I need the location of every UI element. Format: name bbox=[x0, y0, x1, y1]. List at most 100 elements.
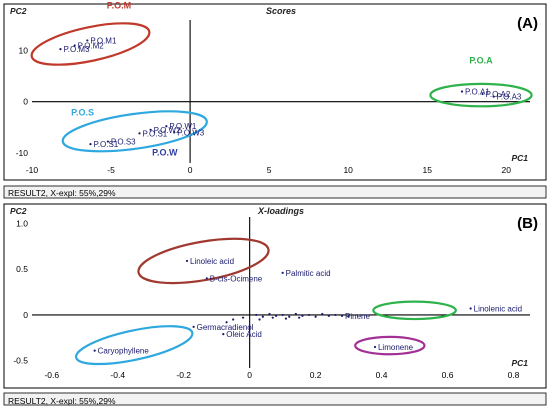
data-point bbox=[222, 333, 225, 336]
x-tick-label: 15 bbox=[423, 165, 433, 175]
group-ellipse bbox=[429, 82, 533, 108]
point-label: P.O.W3 bbox=[177, 128, 205, 137]
data-point bbox=[288, 315, 291, 318]
data-point bbox=[192, 325, 195, 328]
group-label: P.O.S bbox=[71, 108, 94, 118]
point-label: P.O.S3 bbox=[111, 138, 136, 147]
panel-frame bbox=[3, 203, 547, 389]
group-label: P.O.W bbox=[152, 147, 178, 157]
data-point bbox=[205, 277, 208, 280]
point-label: P.O.A3 bbox=[497, 93, 522, 102]
point-label: P.O.W1 bbox=[169, 122, 197, 131]
data-point bbox=[281, 313, 284, 317]
point-label: P.O.W2 bbox=[154, 126, 182, 135]
y-tick-label: 1.0 bbox=[16, 218, 28, 228]
data-point bbox=[301, 314, 304, 317]
x-tick-label: -0.4 bbox=[110, 370, 125, 380]
point-label: P.O.A2 bbox=[486, 90, 511, 99]
chart-panel-a: RESULT2, X-expl: 55%,29% Scores PC2 PC1 (A) -… bbox=[3, 0, 547, 199]
data-point bbox=[307, 313, 311, 317]
footer-band bbox=[3, 392, 547, 406]
data-point bbox=[93, 349, 96, 352]
data-point bbox=[73, 44, 76, 47]
data-point bbox=[284, 317, 288, 320]
point-label: Limonene bbox=[378, 343, 414, 352]
point-label: Pinene bbox=[345, 312, 370, 321]
data-point bbox=[89, 143, 92, 146]
x-axis-label: PC1 bbox=[511, 358, 528, 368]
group-ellipse bbox=[354, 335, 426, 356]
data-point bbox=[314, 315, 317, 318]
data-point bbox=[268, 312, 271, 316]
y-axis-label: PC2 bbox=[10, 6, 27, 16]
x-tick-label: -0.2 bbox=[176, 370, 191, 380]
x-tick-label: 0.2 bbox=[310, 370, 322, 380]
data-point bbox=[232, 318, 235, 321]
group-ellipse bbox=[372, 300, 457, 321]
y-tick-label: -0.5 bbox=[13, 356, 28, 366]
group-label: P.O.M bbox=[107, 0, 131, 10]
data-point bbox=[492, 95, 495, 98]
chart-panel-b: RESULT2, X-expl: 55%,29% X-loadings PC2 PC1… bbox=[3, 203, 547, 406]
data-point bbox=[481, 92, 484, 96]
data-point bbox=[327, 314, 330, 317]
data-point bbox=[106, 140, 109, 143]
data-point bbox=[258, 318, 261, 321]
data-point bbox=[185, 259, 189, 263]
data-point bbox=[373, 345, 377, 349]
point-label: Oleic Acid bbox=[226, 330, 262, 339]
footer-band bbox=[3, 185, 547, 199]
group-label: P.O.A bbox=[469, 55, 493, 65]
y-tick-label: 0.5 bbox=[16, 264, 28, 274]
data-point bbox=[261, 315, 264, 318]
x-tick-label: 0.4 bbox=[376, 370, 388, 380]
point-label: Caryophyllene bbox=[98, 347, 150, 356]
point-label: P.O.S1 bbox=[143, 129, 168, 138]
footer-text: RESULT2, X-expl: 55%,29% bbox=[8, 396, 116, 406]
data-point bbox=[281, 271, 284, 274]
x-tick-label: 10 bbox=[343, 165, 353, 175]
x-tick-label: 5 bbox=[267, 165, 272, 175]
point-label: P.O.M2 bbox=[78, 42, 105, 51]
y-tick-label: 0 bbox=[23, 310, 28, 320]
data-point bbox=[298, 316, 301, 319]
point-label: P.O.M3 bbox=[63, 45, 90, 54]
data-point bbox=[469, 307, 472, 310]
group-ellipse bbox=[30, 22, 151, 66]
data-point bbox=[294, 312, 297, 316]
point-label: Linoleic acid bbox=[190, 257, 234, 266]
data-point bbox=[59, 48, 62, 51]
footer-text: RESULT2, X-expl: 55%,29% bbox=[8, 188, 116, 198]
x-tick-label: -5 bbox=[107, 165, 115, 175]
data-point bbox=[241, 316, 245, 319]
data-point bbox=[271, 316, 274, 319]
x-tick-label: 0 bbox=[188, 165, 193, 175]
data-point bbox=[225, 321, 228, 324]
group-ellipse bbox=[61, 110, 208, 153]
data-point bbox=[86, 39, 89, 42]
point-label: B-cis-Ocimene bbox=[210, 274, 263, 283]
chart-title: Scores bbox=[266, 6, 296, 16]
data-point bbox=[165, 125, 168, 128]
x-tick-label: -10 bbox=[26, 165, 39, 175]
data-point bbox=[460, 90, 464, 93]
x-tick-label: 0.6 bbox=[442, 370, 454, 380]
x-tick-label: -0.6 bbox=[44, 370, 59, 380]
data-point bbox=[138, 132, 141, 135]
y-tick-label: -10 bbox=[16, 148, 29, 158]
x-tick-label: 0 bbox=[247, 370, 252, 380]
point-label: Linolenic acid bbox=[474, 305, 522, 314]
point-label: P.O.A1 bbox=[465, 88, 490, 97]
panel-label: (B) bbox=[517, 215, 538, 232]
y-tick-label: 0 bbox=[23, 97, 28, 107]
data-point bbox=[149, 128, 152, 131]
data-point bbox=[255, 313, 258, 317]
point-label: P.O.S1 bbox=[93, 140, 118, 149]
data-point bbox=[347, 315, 350, 318]
data-point bbox=[334, 313, 337, 317]
data-point bbox=[321, 312, 324, 316]
point-label: Germacradienol bbox=[197, 323, 254, 332]
y-axis-label: PC2 bbox=[10, 206, 27, 216]
y-tick-label: 10 bbox=[19, 46, 29, 56]
panel-label: (A) bbox=[517, 15, 538, 32]
